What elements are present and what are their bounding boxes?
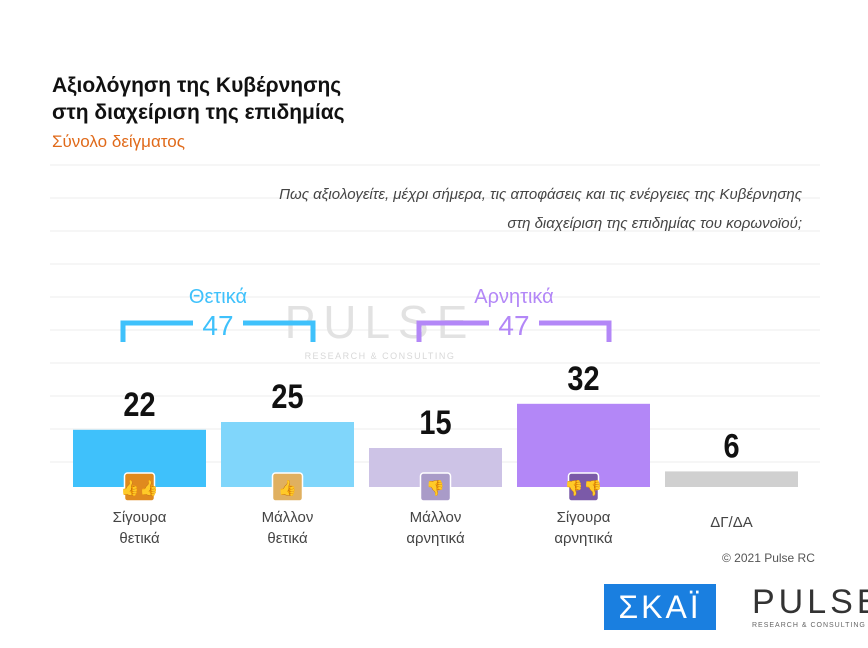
double-thumbs-up-icon [123, 472, 156, 502]
group-total: 47 [498, 310, 529, 341]
chart-title: Αξιολόγηση της Κυβέρνησης στη διαχείριση … [52, 72, 345, 126]
group-bracket [416, 320, 612, 342]
category-label: Μάλλον [262, 509, 314, 526]
bar [665, 471, 798, 487]
pulse-logo-sub: RESEARCH & CONSULTING [752, 622, 866, 629]
thumbs-up-icon-glyph: 👍 [278, 479, 297, 497]
double-thumbs-up-icon-glyph: 👍👍 [121, 479, 158, 497]
data-label: 6 [723, 426, 739, 465]
subtitle: Σύνολο δείγματος [52, 132, 185, 151]
group-bracket [120, 320, 316, 342]
data-label: 32 [567, 359, 599, 398]
category-label: αρνητικά [406, 530, 465, 547]
category-label: θετικά [267, 530, 308, 547]
skai-logo: ΣΚΑΪ [604, 584, 716, 630]
title-line: στη διαχείριση της επιδημίας [52, 101, 345, 124]
group-label: Θετικά [189, 286, 247, 308]
category-label: Σίγουρα [557, 509, 611, 526]
group-label: Αρνητικά [474, 286, 554, 308]
thumbs-down-icon-glyph: 👎 [426, 479, 445, 497]
pulse-logo: PULSE [752, 583, 868, 621]
data-label: 22 [123, 385, 155, 424]
category-label: Μάλλον [410, 509, 462, 526]
thumbs-up-icon [271, 472, 304, 502]
double-thumbs-down-icon [567, 472, 600, 502]
question-text: Πως αξιολογείτε, μέχρι σήμερα, τις αποφά… [102, 180, 802, 238]
copyright: © 2021 Pulse RC [722, 551, 815, 565]
thumbs-down-icon [419, 472, 452, 502]
category-label: ΔΓ/ΔΑ [710, 514, 752, 531]
data-label: 25 [271, 377, 303, 416]
double-thumbs-down-icon-glyph: 👎👎 [565, 479, 602, 497]
pulse-watermark-sub: RESEARCH & CONSULTING [305, 351, 456, 361]
question-line: στη διαχείριση της επιδημίας του κορωνοϊ… [507, 215, 802, 232]
group-total: 47 [202, 310, 233, 341]
question-line: Πως αξιολογείτε, μέχρι σήμερα, τις αποφά… [279, 186, 802, 203]
category-label: θετικά [119, 530, 160, 547]
data-label: 15 [419, 403, 451, 442]
category-label: αρνητικά [554, 530, 613, 547]
title-line: Αξιολόγηση της Κυβέρνησης [52, 74, 342, 97]
category-label: Σίγουρα [113, 509, 167, 526]
